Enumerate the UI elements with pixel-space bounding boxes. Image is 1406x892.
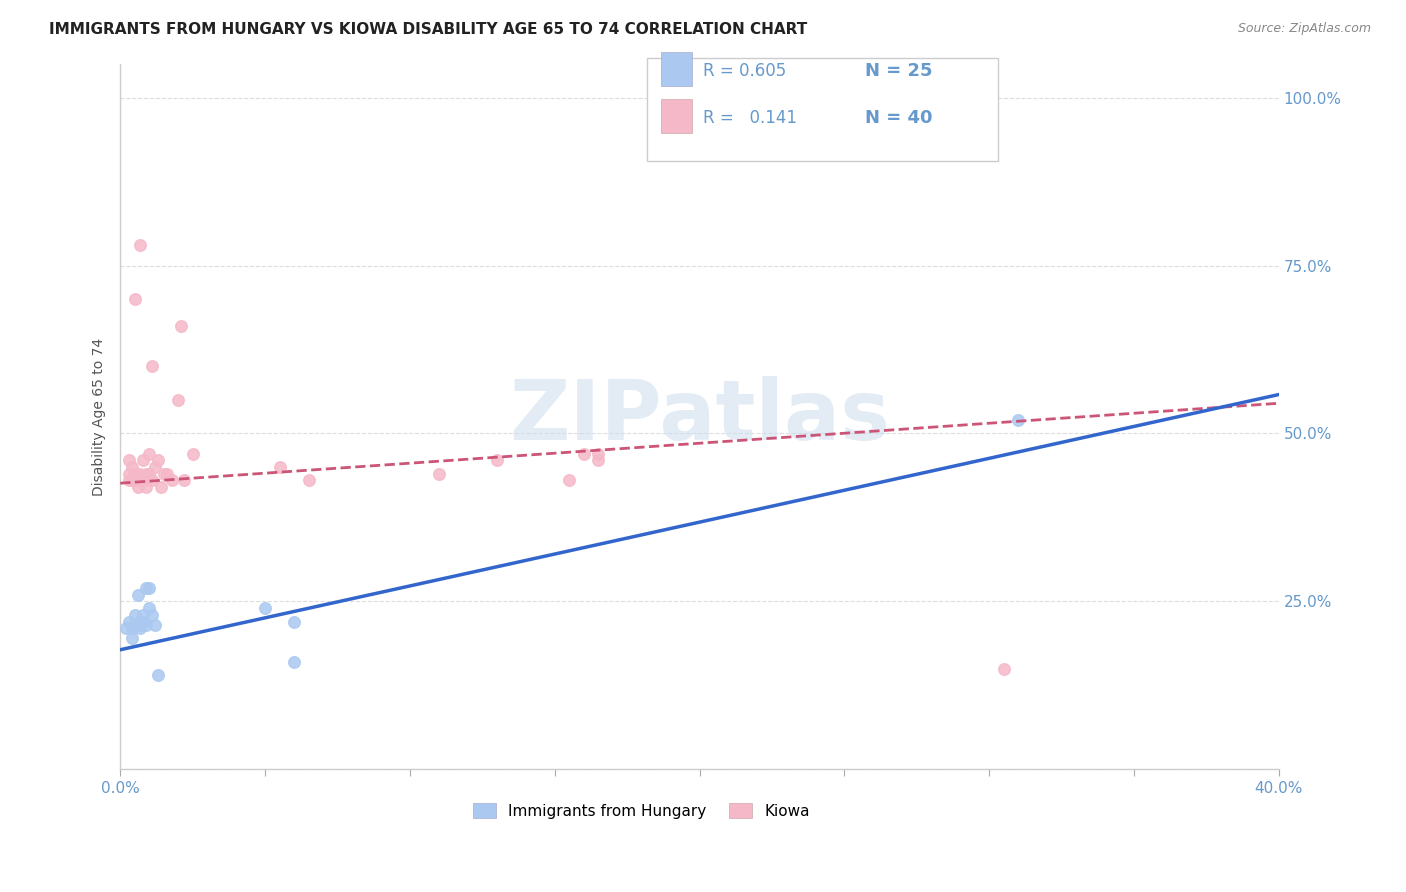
- Point: [152, 467, 174, 481]
- Point: [162, 474, 184, 488]
- Text: R = 0.605: R = 0.605: [703, 62, 786, 79]
- Point: [135, 618, 157, 632]
- Text: Source: ZipAtlas.com: Source: ZipAtlas.com: [1237, 22, 1371, 36]
- Point: [141, 474, 163, 488]
- Point: [121, 474, 143, 488]
- Point: [124, 618, 146, 632]
- Point: [138, 447, 160, 461]
- Point: [141, 359, 163, 374]
- Point: [118, 474, 141, 488]
- Point: [155, 467, 177, 481]
- Text: N = 40: N = 40: [865, 109, 932, 127]
- Point: [124, 607, 146, 622]
- Point: [121, 621, 143, 635]
- Point: [121, 632, 143, 646]
- Point: [129, 615, 152, 629]
- Point: [121, 460, 143, 475]
- Text: IMMIGRANTS FROM HUNGARY VS KIOWA DISABILITY AGE 65 TO 74 CORRELATION CHART: IMMIGRANTS FROM HUNGARY VS KIOWA DISABIL…: [49, 22, 807, 37]
- Point: [127, 480, 149, 494]
- Y-axis label: Disability Age 65 to 74: Disability Age 65 to 74: [93, 337, 107, 496]
- Text: N = 25: N = 25: [865, 62, 932, 79]
- Point: [124, 474, 146, 488]
- Text: ZIPatlas: ZIPatlas: [509, 376, 890, 458]
- Point: [283, 655, 305, 669]
- Point: [129, 474, 152, 488]
- Point: [138, 467, 160, 481]
- Point: [129, 621, 152, 635]
- Point: [173, 474, 195, 488]
- Point: [132, 453, 155, 467]
- Point: [127, 618, 149, 632]
- Point: [269, 460, 291, 475]
- Point: [254, 601, 277, 615]
- Point: [485, 453, 508, 467]
- Point: [167, 392, 190, 407]
- Point: [124, 292, 146, 306]
- Point: [129, 618, 152, 632]
- Point: [129, 467, 152, 481]
- Point: [118, 615, 141, 629]
- Point: [135, 581, 157, 595]
- Point: [143, 618, 166, 632]
- Point: [135, 480, 157, 494]
- Point: [558, 474, 581, 488]
- Point: [149, 480, 172, 494]
- Point: [572, 447, 595, 461]
- Point: [132, 615, 155, 629]
- Point: [138, 581, 160, 595]
- Point: [135, 467, 157, 481]
- Point: [124, 618, 146, 632]
- Point: [129, 238, 152, 252]
- Point: [1007, 413, 1029, 427]
- Legend: Immigrants from Hungary, Kiowa: Immigrants from Hungary, Kiowa: [467, 797, 817, 825]
- Point: [141, 607, 163, 622]
- Point: [146, 453, 169, 467]
- Point: [297, 474, 319, 488]
- Point: [124, 467, 146, 481]
- Point: [115, 621, 138, 635]
- Point: [146, 668, 169, 682]
- Text: R =   0.141: R = 0.141: [703, 109, 797, 127]
- Point: [132, 607, 155, 622]
- Point: [138, 601, 160, 615]
- Point: [118, 467, 141, 481]
- Point: [118, 453, 141, 467]
- Point: [586, 453, 609, 467]
- Point: [181, 447, 204, 461]
- Point: [586, 447, 609, 461]
- Point: [170, 318, 193, 333]
- Point: [127, 474, 149, 488]
- Point: [143, 460, 166, 475]
- Point: [132, 474, 155, 488]
- Point: [127, 588, 149, 602]
- Point: [993, 662, 1015, 676]
- Point: [283, 615, 305, 629]
- Point: [427, 467, 450, 481]
